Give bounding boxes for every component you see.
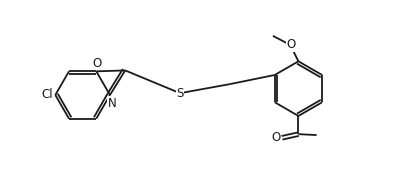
Text: N: N [107,97,116,110]
Text: Cl: Cl [41,89,53,101]
Text: O: O [92,56,101,70]
Text: S: S [176,87,183,100]
Text: O: O [286,38,295,51]
Text: O: O [270,131,279,144]
